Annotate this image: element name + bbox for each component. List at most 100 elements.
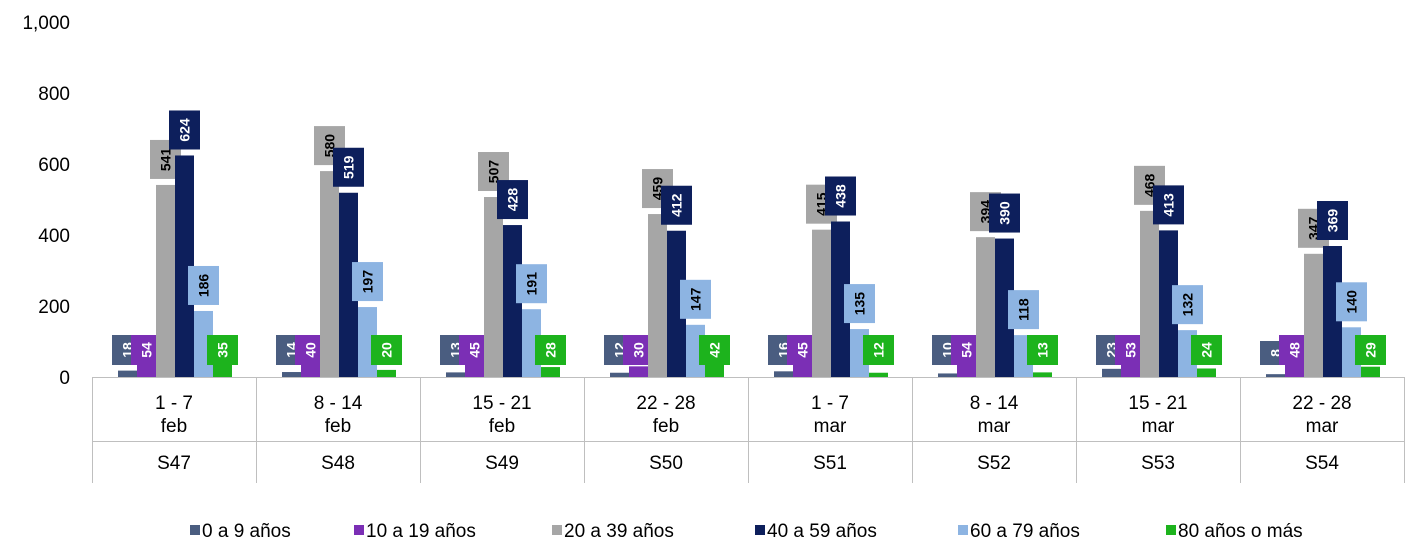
data-label: 118 — [1016, 298, 1032, 321]
data-label: 29 — [1363, 342, 1379, 358]
x-tick-label-week: S53 — [1141, 453, 1175, 474]
data-label-box — [680, 279, 711, 319]
bar — [648, 214, 667, 377]
data-label-box — [1317, 201, 1348, 241]
x-tick-label-month: mar — [814, 416, 847, 437]
bar — [503, 225, 522, 377]
data-label-box — [333, 147, 364, 187]
data-label: 20 — [379, 342, 395, 358]
data-label-box — [371, 335, 402, 365]
data-label: 45 — [795, 342, 811, 358]
data-label-box — [188, 265, 219, 305]
bar — [1102, 368, 1121, 377]
legend-item: 0 a 9 años — [190, 521, 291, 542]
x-tick-label-range: 1 - 7 — [811, 393, 849, 414]
y-tick-label: 600 — [38, 155, 70, 176]
data-label: 54 — [959, 342, 975, 358]
legend-item: 20 a 39 años — [552, 521, 674, 542]
legend-swatch — [354, 525, 364, 535]
legend-swatch — [190, 525, 200, 535]
data-label-box — [535, 335, 566, 365]
x-tick-label-range: 8 - 14 — [970, 393, 1019, 414]
bar — [377, 369, 396, 377]
data-label-box — [661, 185, 692, 225]
data-label: 624 — [177, 118, 193, 142]
legend-label: 60 a 79 años — [970, 521, 1080, 542]
data-label: 428 — [505, 188, 521, 212]
legend-swatch — [552, 525, 562, 535]
bar — [1033, 372, 1052, 377]
data-label-box — [516, 264, 547, 304]
x-tick-label-range: 22 - 28 — [636, 393, 695, 414]
x-tick-label-week: S48 — [321, 453, 355, 474]
data-label: 54 — [139, 342, 155, 358]
data-label: 140 — [1344, 290, 1360, 314]
data-label: 28 — [543, 342, 559, 358]
data-label: 40 — [303, 342, 319, 358]
data-label: 412 — [669, 193, 685, 217]
x-tick-label-range: 15 - 21 — [472, 393, 531, 414]
data-label-box — [207, 335, 238, 365]
y-tick-label: 0 — [59, 368, 70, 389]
x-tick-label-month: mar — [1142, 416, 1175, 437]
data-label-box — [1336, 282, 1367, 322]
bar — [1159, 230, 1178, 377]
x-tick-label-range: 22 - 28 — [1292, 393, 1351, 414]
bar — [812, 229, 831, 377]
x-tick-label-week: S49 — [485, 453, 519, 474]
data-label-box — [1191, 335, 1222, 365]
bar — [541, 367, 560, 377]
data-label-box — [844, 284, 875, 324]
bar — [1197, 368, 1216, 377]
bar — [610, 372, 629, 377]
data-label-box — [1355, 335, 1386, 365]
bar — [282, 372, 301, 377]
x-tick-label-month: feb — [489, 416, 515, 437]
data-label: 147 — [688, 287, 704, 311]
x-tick-label-week: S47 — [157, 453, 191, 474]
bar — [705, 362, 724, 377]
x-tick-label-week: S51 — [813, 453, 847, 474]
bar — [339, 192, 358, 377]
bar — [1361, 366, 1380, 377]
data-label: 186 — [196, 274, 212, 298]
bar — [446, 372, 465, 377]
legend-label: 0 a 9 años — [202, 521, 291, 542]
legend-swatch — [755, 525, 765, 535]
data-label-box — [169, 110, 200, 150]
bar — [118, 370, 137, 377]
bar — [1323, 246, 1342, 377]
x-tick-label-month: mar — [978, 416, 1011, 437]
legend: 0 a 9 años 10 a 19 años 20 a 39 años 40 a 5… — [190, 521, 1303, 542]
data-label: 42 — [707, 342, 723, 358]
legend-label: 40 a 59 años — [767, 521, 877, 542]
x-tick-label-month: mar — [1306, 416, 1339, 437]
data-label: 197 — [360, 270, 376, 294]
x-tick-label-range: 8 - 14 — [314, 393, 363, 414]
bar — [1140, 210, 1159, 377]
y-tick-label: 400 — [38, 226, 70, 247]
data-label-box — [863, 335, 894, 365]
bar — [667, 230, 686, 377]
bar — [831, 221, 850, 377]
data-label: 369 — [1325, 209, 1341, 233]
bar — [1266, 374, 1285, 377]
data-label: 24 — [1199, 342, 1215, 358]
x-tick-label-month: feb — [161, 416, 187, 437]
bar — [465, 361, 484, 377]
x-tick-label-range: 1 - 7 — [155, 393, 193, 414]
data-label: 390 — [997, 201, 1013, 225]
data-label-box — [497, 180, 528, 220]
bar — [301, 362, 320, 377]
data-label-box — [699, 335, 730, 365]
